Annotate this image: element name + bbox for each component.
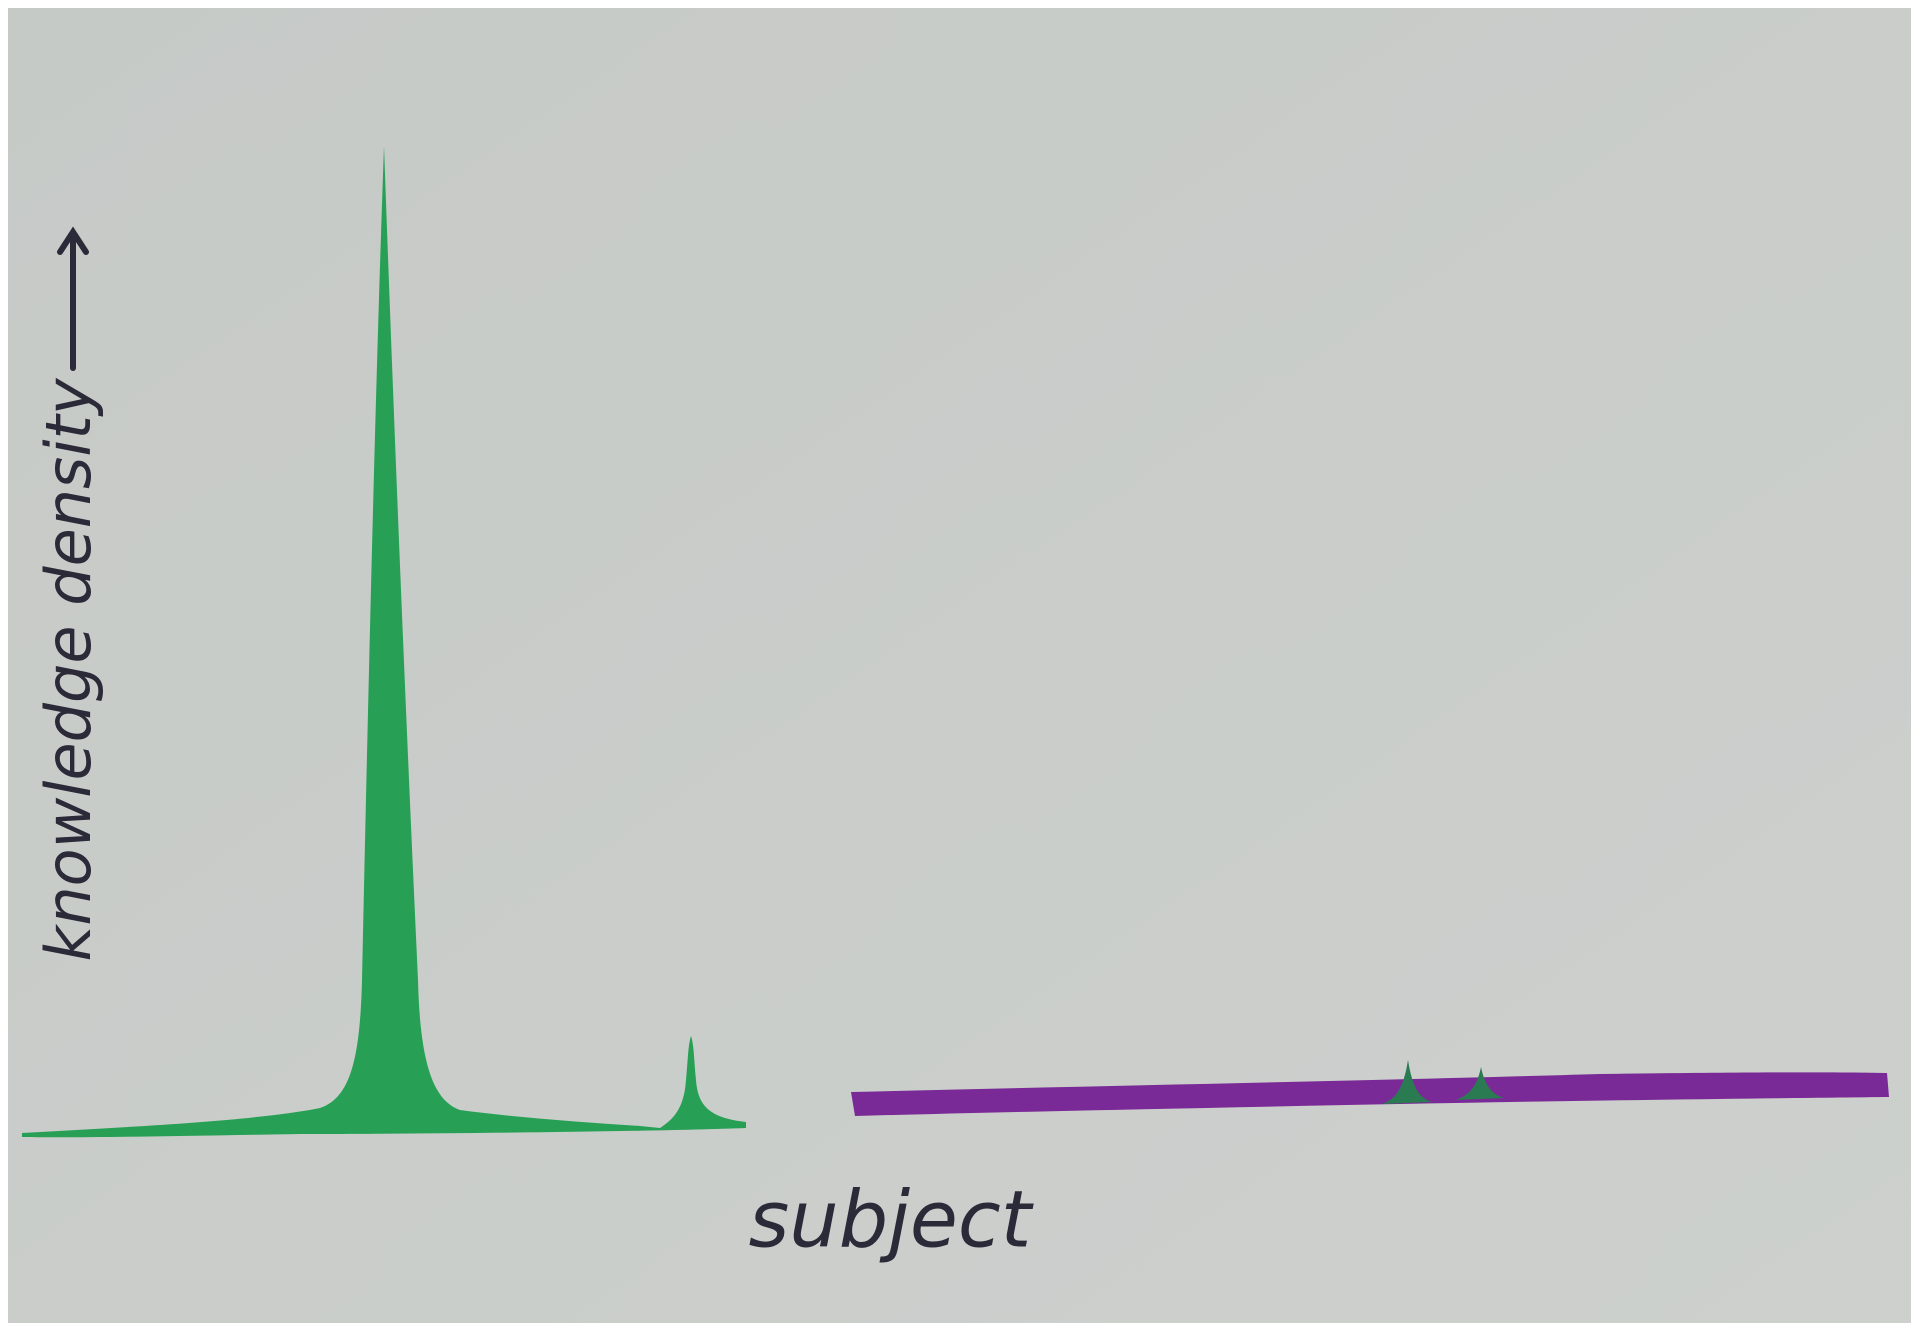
green-curve — [22, 146, 746, 1138]
green-spike — [1382, 1060, 1432, 1104]
x-axis-label: subject — [749, 1175, 1034, 1265]
green-spike — [1456, 1067, 1504, 1100]
purple-band — [851, 1072, 1889, 1116]
y-axis-arrowhead — [57, 226, 89, 255]
y-axis-label: knowledge density — [32, 377, 105, 961]
